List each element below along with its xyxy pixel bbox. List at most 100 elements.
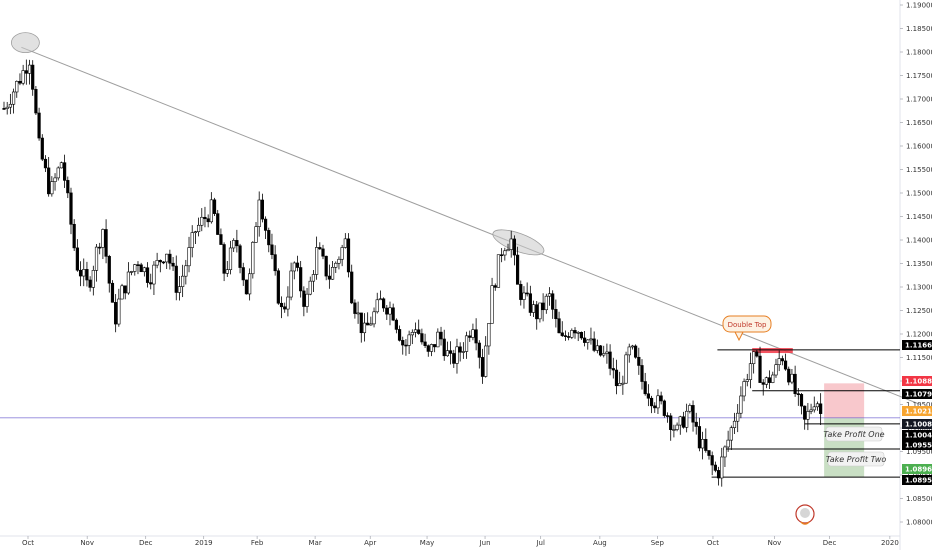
- candle-body: [487, 323, 491, 347]
- price-tag: [902, 475, 932, 485]
- candle-body: [72, 223, 76, 249]
- candle-body: [490, 285, 494, 324]
- candle-body: [468, 335, 472, 338]
- candle-body: [474, 329, 478, 344]
- candle-body: [630, 345, 635, 348]
- candle-body: [235, 240, 239, 247]
- candle-body: [688, 405, 692, 412]
- candle-body: [286, 296, 290, 310]
- candle-body: [535, 304, 539, 320]
- price-tag: [902, 419, 932, 429]
- price-axis-tick-label: 1.13500: [906, 260, 932, 268]
- candle-body: [732, 420, 737, 428]
- candle-body: [193, 231, 198, 234]
- candle-body: [672, 429, 676, 431]
- candle-body: [123, 285, 127, 294]
- candle-body: [547, 293, 552, 297]
- time-axis-tick-label: 2019: [195, 539, 213, 547]
- candle-body: [299, 267, 303, 292]
- candle-body: [27, 64, 32, 74]
- price-axis-tick-label: 1.19000: [906, 2, 932, 10]
- candle-body: [579, 332, 583, 339]
- candle-body: [152, 264, 156, 285]
- candle-body: [2, 108, 6, 110]
- callout-pointer: [734, 331, 744, 342]
- candle-body: [484, 345, 488, 377]
- candle-body: [232, 240, 236, 249]
- candle-body: [18, 81, 22, 84]
- candle-body: [311, 274, 316, 282]
- candle-body: [767, 377, 772, 383]
- candle-body: [538, 302, 542, 320]
- candle-body: [267, 230, 271, 246]
- candle-body: [528, 293, 532, 313]
- candle-body: [643, 381, 647, 395]
- candle-body: [273, 254, 277, 272]
- price-tag: [902, 430, 932, 440]
- candle-body: [771, 374, 775, 383]
- candle-body: [656, 395, 660, 409]
- candle-body: [448, 350, 453, 354]
- candle-body: [375, 299, 379, 313]
- candle-body: [222, 244, 226, 274]
- candle-body: [595, 345, 599, 351]
- price-axis-tick-label: 1.14000: [906, 237, 932, 245]
- take-profit-two-note-bg: [827, 451, 885, 467]
- candle-body: [573, 330, 577, 334]
- time-axis[interactable]: Oct Nov Dec 2019 Feb Mar Apr May Jun Jul Aug Sep Oct…: [22, 536, 899, 547]
- candle-body: [586, 339, 590, 343]
- candle-body: [145, 267, 150, 283]
- candle-body: [710, 455, 714, 466]
- price-tag-label: 1.10049: [905, 432, 932, 440]
- candle-body: [241, 267, 245, 281]
- candle-body: [464, 335, 469, 352]
- candle-body: [649, 397, 654, 407]
- price-tag: [902, 376, 932, 386]
- candle-body: [369, 323, 373, 326]
- candle-body: [225, 269, 229, 274]
- candle-body: [206, 218, 210, 223]
- candle-body: [624, 354, 628, 384]
- price-axis-tick-label: 1.14500: [906, 213, 932, 221]
- candle-body: [423, 341, 427, 346]
- candle-body: [366, 322, 370, 326]
- candle-body: [678, 416, 682, 426]
- candle-body: [279, 302, 284, 308]
- candle-body: [378, 298, 383, 301]
- candle-body: [522, 292, 526, 300]
- candle-body: [130, 271, 134, 273]
- candle-body: [707, 450, 711, 456]
- price-axis[interactable]: 1.19000 1.18500 1.18000 1.17500 1.17000 1.165…: [900, 2, 932, 527]
- candle-body: [780, 358, 784, 362]
- candle-body: [503, 250, 507, 256]
- price-axis-tick-label: 1.17500: [906, 72, 932, 80]
- candle-body: [203, 216, 207, 220]
- candle-body: [382, 298, 386, 309]
- candle-body: [315, 247, 319, 275]
- price-axis-tick-label: 1.18000: [906, 49, 932, 57]
- candle-body: [493, 285, 497, 288]
- candle-body: [589, 338, 593, 341]
- candle-body: [477, 342, 481, 358]
- candle-body: [139, 264, 143, 273]
- candle-body: [675, 424, 679, 430]
- candle-body: [356, 312, 360, 315]
- take-profit-two-note-label: Take Profit Two: [826, 455, 887, 464]
- trendline-layer: [21, 46, 921, 405]
- price-axis-tick-label: 1.18500: [906, 25, 932, 33]
- candle-body: [50, 181, 54, 195]
- candle-body: [582, 337, 587, 343]
- candle-body: [212, 199, 217, 214]
- candle-body: [24, 70, 28, 74]
- candle-body: [308, 280, 312, 295]
- candle-body: [433, 344, 437, 348]
- candle-body: [85, 269, 89, 281]
- price-axis-tick-label: 1.10500: [906, 401, 932, 409]
- candle-body: [174, 265, 178, 293]
- candle-body: [251, 242, 255, 275]
- candle-body: [397, 329, 402, 341]
- candle-body: [729, 427, 733, 441]
- candle-body: [407, 334, 411, 346]
